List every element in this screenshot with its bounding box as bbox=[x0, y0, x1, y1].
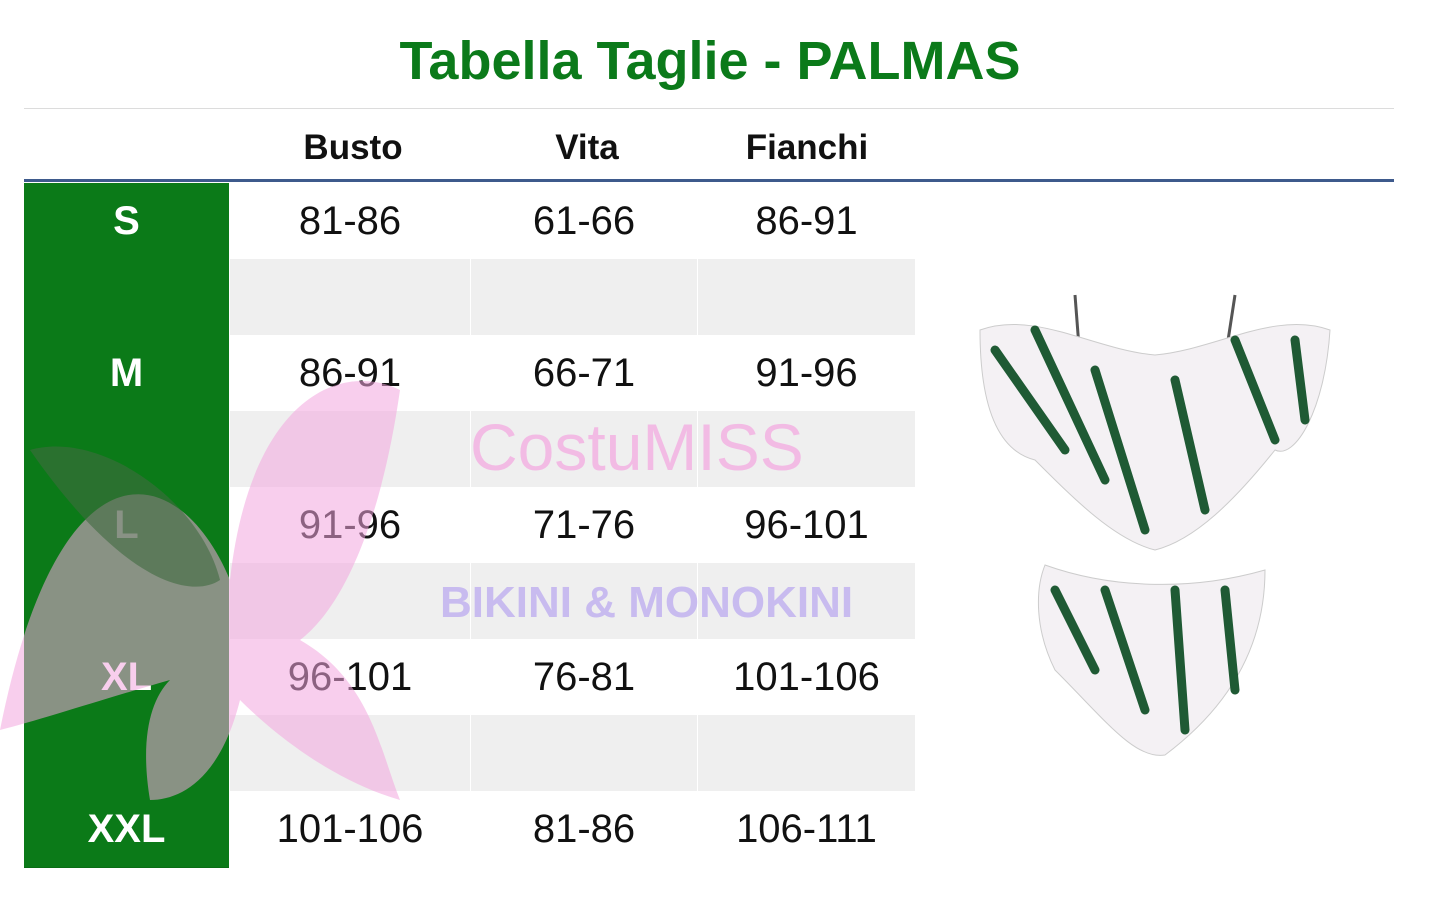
vita-value bbox=[471, 259, 697, 335]
busto-value bbox=[230, 715, 470, 791]
vita-value: 71-76 bbox=[532, 502, 636, 547]
vita-value bbox=[471, 715, 697, 791]
vita-value: 61-66 bbox=[532, 198, 636, 243]
busto-value: 81-86 bbox=[298, 198, 402, 243]
table-row: XL 96-101 76-81 101-106 bbox=[24, 639, 915, 716]
vita-value bbox=[471, 563, 697, 639]
header-fianchi: Fianchi bbox=[745, 128, 869, 167]
vita-value: 76-81 bbox=[532, 654, 636, 699]
fianchi-value bbox=[698, 563, 915, 639]
fianchi-value: 86-91 bbox=[755, 198, 858, 243]
busto-value: 91-96 bbox=[298, 502, 402, 547]
size-label: XL bbox=[24, 639, 229, 716]
busto-value bbox=[230, 411, 470, 487]
header-busto: Busto bbox=[303, 128, 403, 167]
table-row: S 81-86 61-66 86-91 bbox=[24, 183, 915, 260]
table-row bbox=[24, 715, 915, 792]
size-label bbox=[24, 563, 229, 640]
fianchi-value bbox=[698, 411, 915, 487]
fianchi-value: 101-106 bbox=[733, 654, 880, 699]
vita-value: 81-86 bbox=[532, 806, 636, 851]
size-label: M bbox=[24, 335, 229, 412]
page-title: Tabella Taglie - PALMAS bbox=[399, 31, 1021, 91]
busto-value bbox=[230, 259, 470, 335]
busto-value: 101-106 bbox=[276, 806, 424, 851]
vita-value: 66-71 bbox=[532, 350, 636, 395]
size-label bbox=[24, 715, 229, 792]
busto-value: 86-91 bbox=[298, 350, 402, 395]
size-label: L bbox=[24, 487, 229, 564]
divider bbox=[24, 108, 1394, 109]
fianchi-value: 96-101 bbox=[744, 502, 869, 547]
table-row: L 91-96 71-76 96-101 bbox=[24, 487, 915, 564]
fianchi-value: 106-111 bbox=[736, 806, 877, 851]
size-label bbox=[24, 411, 229, 488]
table-row bbox=[24, 411, 915, 488]
size-label: XXL bbox=[24, 791, 229, 868]
size-label bbox=[24, 259, 229, 336]
table-row: M 86-91 66-71 91-96 bbox=[24, 335, 915, 412]
table-row bbox=[24, 259, 915, 336]
busto-value bbox=[230, 563, 470, 639]
busto-value: 96-101 bbox=[287, 654, 413, 699]
header-vita: Vita bbox=[555, 128, 619, 167]
table-row bbox=[24, 563, 915, 640]
fianchi-value bbox=[698, 259, 915, 335]
fianchi-value bbox=[698, 715, 915, 791]
vita-value bbox=[471, 411, 697, 487]
header-rule bbox=[24, 179, 1394, 182]
size-label: S bbox=[24, 183, 229, 260]
fianchi-value: 91-96 bbox=[755, 350, 858, 395]
table-row: XXL 101-106 81-86 106-111 bbox=[24, 791, 915, 868]
bikini-product-image bbox=[979, 294, 1331, 756]
